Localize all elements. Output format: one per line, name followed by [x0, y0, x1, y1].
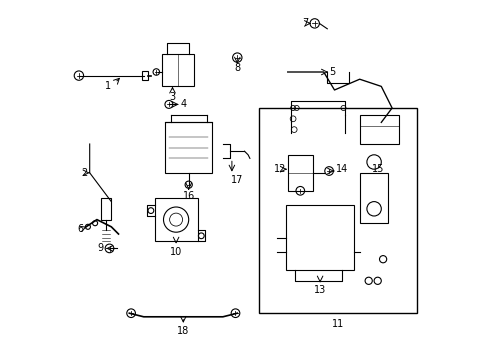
- Text: 7: 7: [301, 18, 307, 28]
- Text: 2: 2: [81, 168, 87, 178]
- Bar: [258, 108, 416, 313]
- Text: 14: 14: [336, 164, 348, 174]
- Bar: [101, 198, 111, 220]
- Bar: [359, 115, 399, 144]
- Text: 6: 6: [78, 224, 83, 234]
- Text: 3: 3: [169, 92, 175, 102]
- Bar: [154, 198, 197, 241]
- Text: 10: 10: [170, 247, 182, 257]
- Text: 18: 18: [177, 326, 189, 336]
- Text: 11: 11: [331, 319, 344, 329]
- Text: 4: 4: [180, 99, 186, 109]
- Bar: [285, 205, 354, 270]
- Bar: [359, 173, 387, 223]
- Text: 13: 13: [313, 285, 325, 295]
- Text: 9: 9: [97, 243, 103, 253]
- Text: 16: 16: [182, 191, 194, 201]
- Text: 12: 12: [274, 164, 286, 174]
- Text: 5: 5: [328, 67, 335, 77]
- Text: 15: 15: [371, 164, 383, 174]
- Text: 1: 1: [104, 81, 111, 91]
- Text: 8: 8: [234, 63, 240, 73]
- Bar: [287, 155, 312, 191]
- Bar: [142, 71, 148, 80]
- Text: 17: 17: [231, 175, 243, 185]
- Bar: [162, 54, 194, 86]
